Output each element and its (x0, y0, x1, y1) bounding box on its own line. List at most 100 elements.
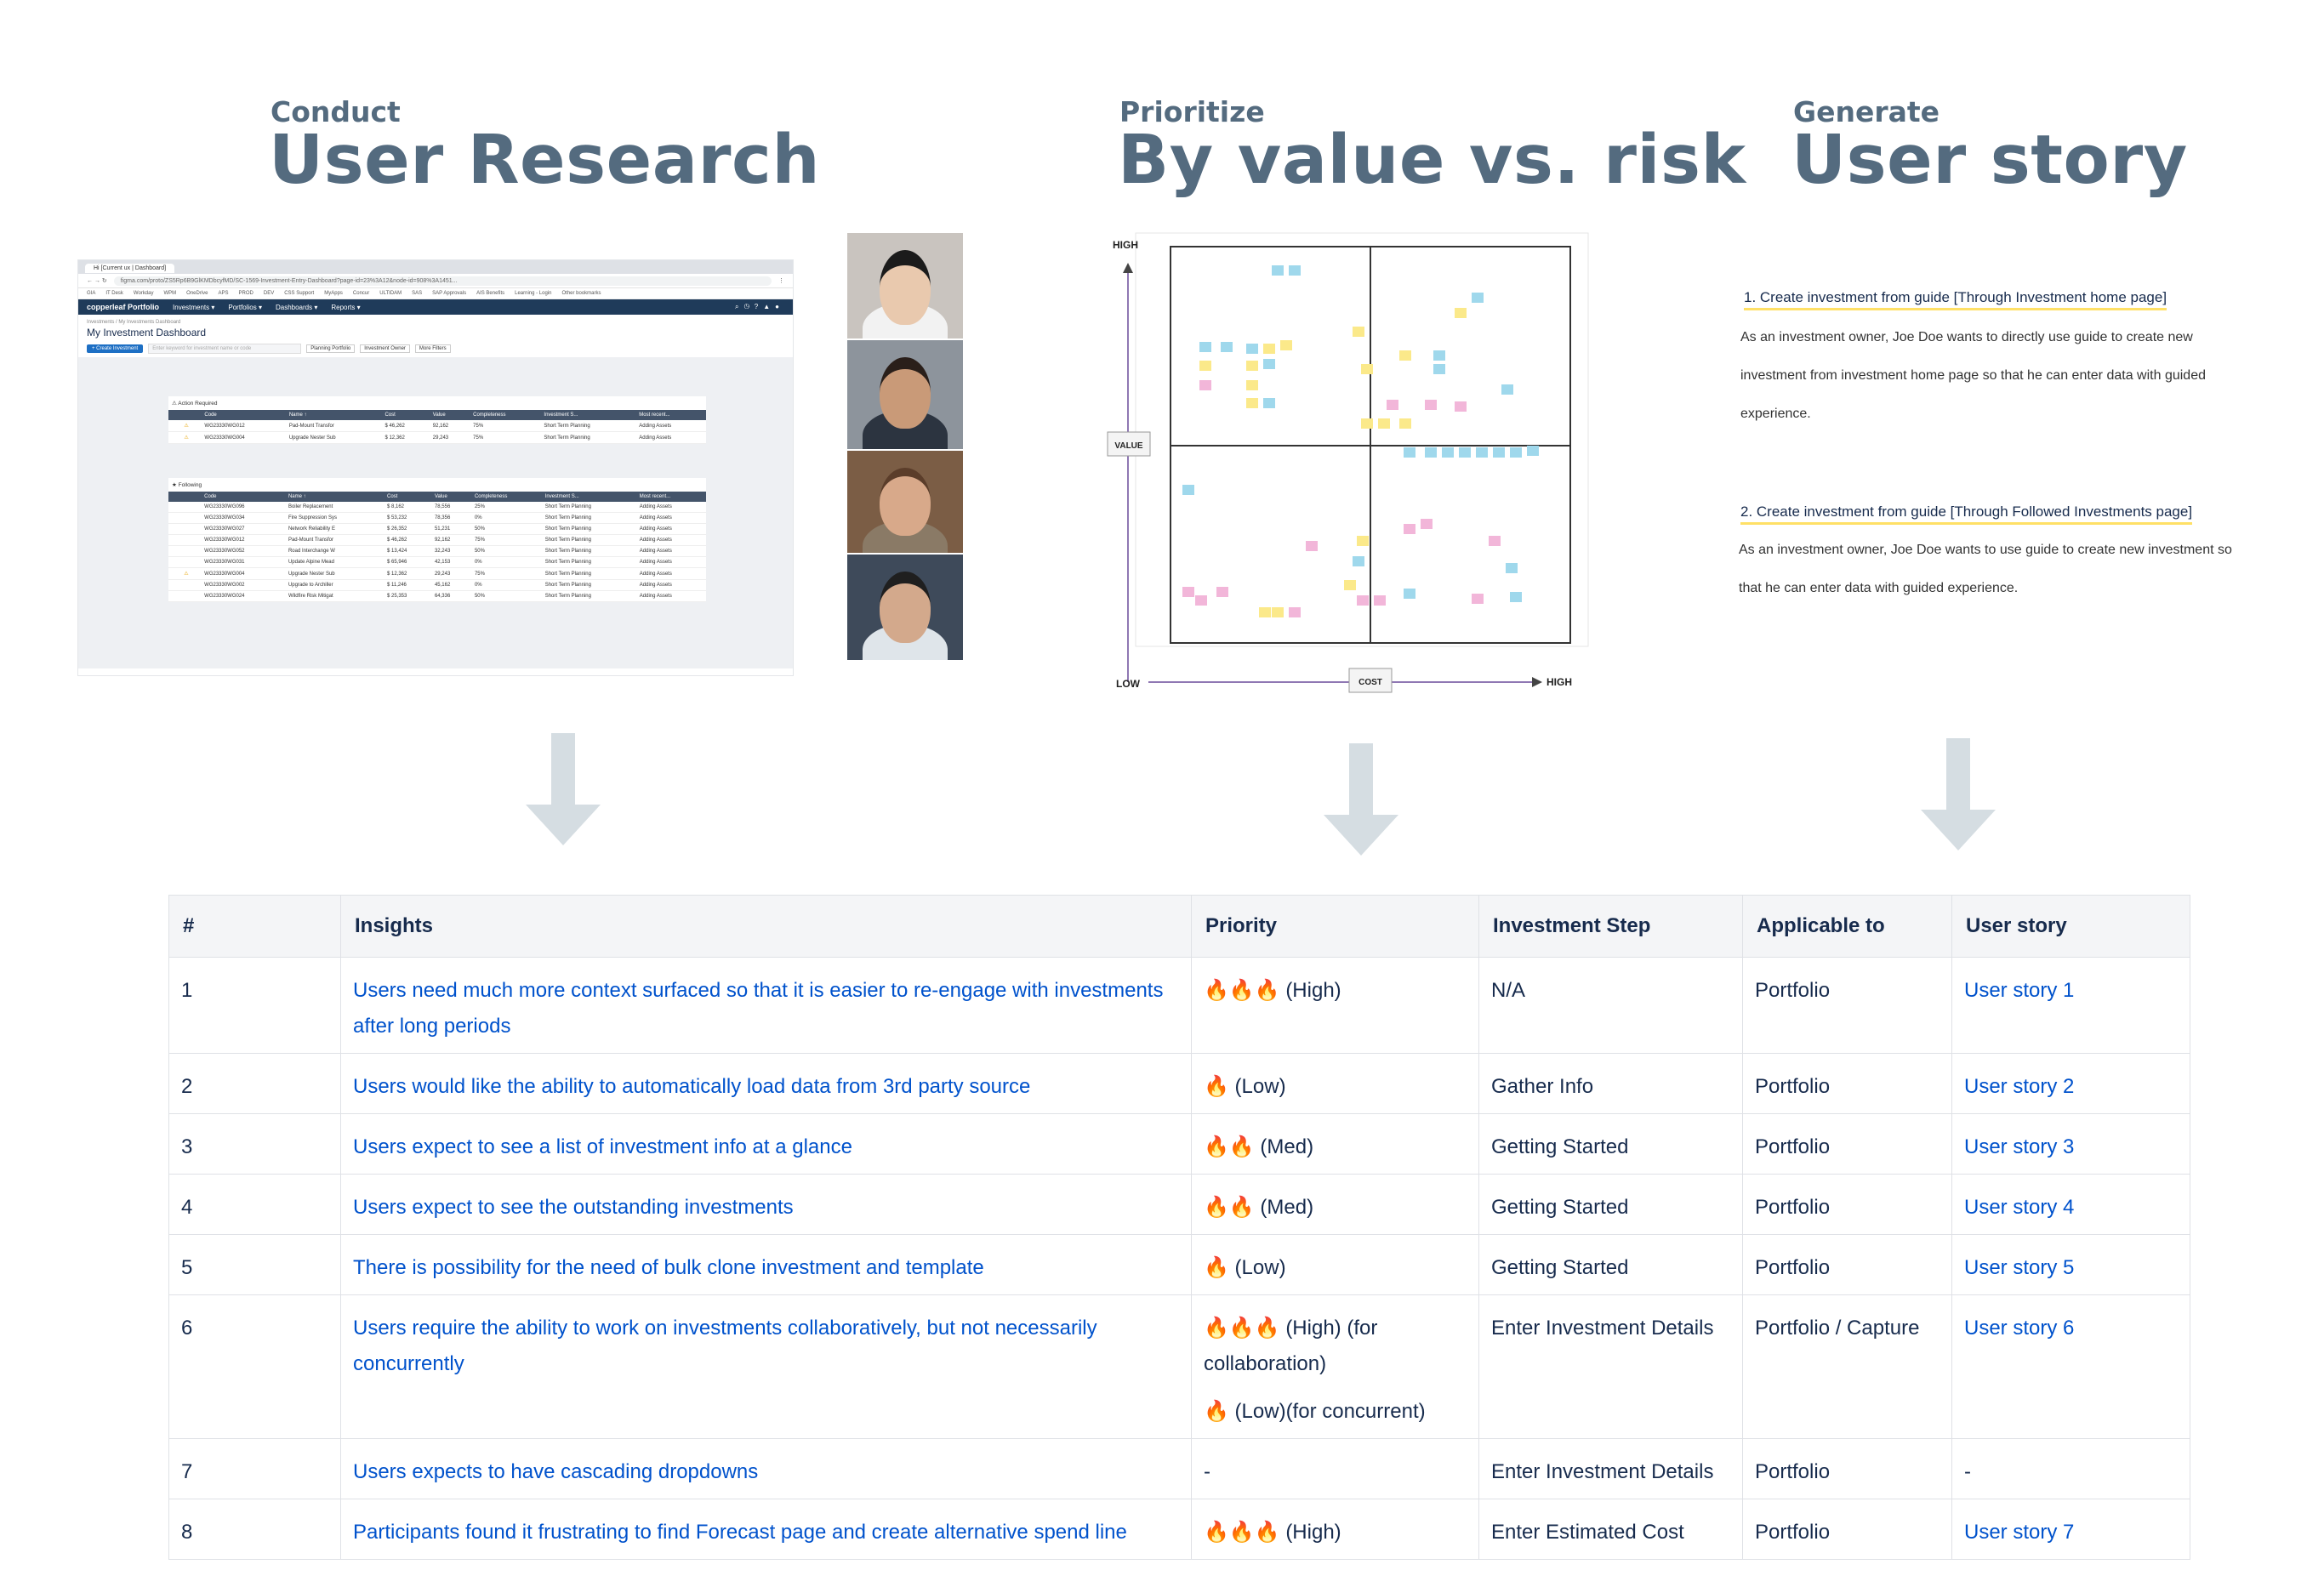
user-story-link[interactable]: User story 1 (1964, 979, 2075, 1002)
nav-reports[interactable]: Reports ▾ (331, 303, 361, 311)
table-row[interactable]: ⚠ WG23330WG004 Upgrade Nester Sub $ 12,362 2… (168, 567, 706, 580)
table-row[interactable]: ⚠ WG23330WG012 Pad-Mount Transfor $ 46,262 9… (168, 420, 706, 432)
sticky-note[interactable] (1506, 563, 1518, 573)
sticky-note[interactable] (1361, 418, 1373, 429)
column-header[interactable]: Investment S... (540, 410, 636, 420)
app-toolbar-icons[interactable]: ⌕◷?▲● (734, 303, 784, 310)
sticky-note[interactable] (1361, 364, 1373, 374)
filter-planning-portfolio[interactable]: Planning Portfolio (306, 344, 356, 353)
sticky-note[interactable] (1246, 398, 1258, 408)
sticky-note[interactable] (1272, 265, 1284, 276)
sticky-note[interactable] (1374, 595, 1386, 606)
user-story-link[interactable]: User story 6 (1964, 1317, 2075, 1340)
column-header[interactable] (168, 410, 181, 420)
user-story-link[interactable]: User story 5 (1964, 1256, 2075, 1279)
column-header[interactable]: Investment S... (541, 492, 636, 502)
sticky-note[interactable] (1357, 536, 1369, 546)
nav-portfolios[interactable]: Portfolios ▾ (228, 303, 262, 311)
sticky-note[interactable] (1476, 447, 1488, 458)
sticky-note[interactable] (1280, 340, 1292, 350)
nav-investments[interactable]: Investments ▾ (173, 303, 215, 311)
sticky-note[interactable] (1455, 401, 1467, 412)
bookmark-item[interactable]: AIS Benefits (476, 291, 505, 296)
sticky-note[interactable] (1472, 293, 1484, 303)
column-header[interactable]: Cost (383, 492, 431, 502)
bookmark-item[interactable]: SAS (412, 291, 423, 296)
table-row[interactable]: WG23330WG052 Road Interchange W $ 13,424 32… (168, 545, 706, 557)
table-row[interactable]: WG23330WG034 Fire Suppression Sys $ 53,232… (168, 512, 706, 524)
sticky-note[interactable] (1387, 400, 1398, 410)
sticky-note[interactable] (1272, 607, 1284, 617)
table-row[interactable]: WG23330WG002 Upgrade to Archiller $ 11,246… (168, 579, 706, 591)
column-header[interactable]: Code (201, 492, 285, 502)
url-field[interactable]: figma.com/proto/ZS5Rp6B9GlKMDbcyfMD/SC-1… (113, 276, 772, 286)
sticky-note[interactable] (1221, 342, 1233, 352)
sticky-note[interactable] (1404, 447, 1415, 458)
column-header[interactable]: Completeness (470, 410, 541, 420)
nav-dashboards[interactable]: Dashboards ▾ (275, 303, 318, 311)
bookmark-item[interactable]: MyApps (324, 291, 343, 296)
bookmark-item[interactable]: Concur (352, 291, 370, 296)
breadcrumb[interactable]: Investments / My Investments Dashboard (87, 320, 181, 325)
sticky-note[interactable] (1404, 524, 1415, 534)
sticky-note[interactable] (1182, 485, 1194, 495)
table-row[interactable]: WG23330WG027 Network Reliability E $ 26,35… (168, 523, 706, 535)
sticky-note[interactable] (1433, 350, 1445, 361)
bookmark-item[interactable]: WPM (163, 291, 177, 296)
sticky-note[interactable] (1289, 265, 1301, 276)
column-header[interactable]: Completeness (470, 492, 542, 502)
sticky-note[interactable] (1489, 536, 1501, 546)
sticky-note[interactable] (1433, 364, 1445, 374)
bookmark-item[interactable]: CSS Support (284, 291, 315, 296)
sticky-note[interactable] (1442, 447, 1454, 458)
browser-menu-icon[interactable]: ⋮ (778, 278, 784, 284)
bookmark-item[interactable]: OneDrive (186, 291, 208, 296)
table-row[interactable]: ⚠ WG23330WG004 Upgrade Nester Sub $ 12,362 2… (168, 431, 706, 444)
sticky-note[interactable] (1399, 350, 1411, 361)
sticky-note[interactable] (1399, 418, 1411, 429)
sticky-note[interactable] (1246, 361, 1258, 371)
filter-more[interactable]: More Filters (414, 344, 451, 353)
sticky-note[interactable] (1425, 447, 1437, 458)
sticky-note[interactable] (1472, 594, 1484, 604)
sticky-note[interactable] (1306, 541, 1318, 551)
sticky-note[interactable] (1421, 519, 1433, 529)
bookmark-item[interactable]: APS (218, 291, 229, 296)
sticky-note[interactable] (1246, 344, 1258, 354)
column-header[interactable]: Most recent... (635, 492, 706, 502)
sticky-note[interactable] (1199, 361, 1211, 371)
forward-icon[interactable]: → (94, 277, 100, 284)
insight-link[interactable]: Users need much more context surfaced so… (353, 979, 1164, 1038)
column-header[interactable]: Most recent... (635, 410, 706, 420)
sticky-note[interactable] (1353, 556, 1364, 566)
bookmark-item[interactable]: GIA (87, 291, 96, 296)
sticky-note[interactable] (1501, 384, 1513, 395)
sticky-note[interactable] (1510, 447, 1522, 458)
sticky-note[interactable] (1246, 380, 1258, 390)
sticky-note[interactable] (1199, 342, 1211, 352)
user-story-link[interactable]: User story 4 (1964, 1196, 2075, 1219)
sticky-note[interactable] (1404, 589, 1415, 599)
column-header[interactable] (168, 492, 181, 502)
sticky-note[interactable] (1527, 446, 1539, 456)
bookmark-item[interactable]: ULTIDAM (379, 291, 402, 296)
column-header[interactable]: Code (201, 410, 286, 420)
user-story-link[interactable]: User story 2 (1964, 1075, 2075, 1098)
sticky-note[interactable] (1259, 607, 1271, 617)
search-input[interactable]: Enter keyword for investment name or cod… (148, 344, 302, 354)
sticky-note[interactable] (1510, 592, 1522, 602)
sticky-note[interactable] (1459, 447, 1471, 458)
user-story-link[interactable]: User story 3 (1964, 1135, 2075, 1158)
sticky-note[interactable] (1263, 398, 1275, 408)
insight-link[interactable]: Users expect to see the outstanding inve… (353, 1196, 794, 1219)
sticky-note[interactable] (1195, 595, 1207, 606)
reload-icon[interactable]: ↻ (101, 278, 107, 284)
column-header[interactable]: Name ↑ (284, 492, 384, 502)
bookmark-item[interactable]: IT Desk (105, 291, 123, 296)
back-icon[interactable]: ← (87, 277, 93, 284)
bookmark-item[interactable]: Other bookmarks (561, 291, 601, 296)
sticky-note[interactable] (1378, 418, 1390, 429)
table-row[interactable]: WG23330WG024 Wildfire Risk Mitigat $ 25,35… (168, 590, 706, 602)
filter-investment-owner[interactable]: Investment Owner (360, 344, 410, 353)
browser-tab[interactable]: Hi [Current ux | Dashboard] (85, 264, 175, 273)
